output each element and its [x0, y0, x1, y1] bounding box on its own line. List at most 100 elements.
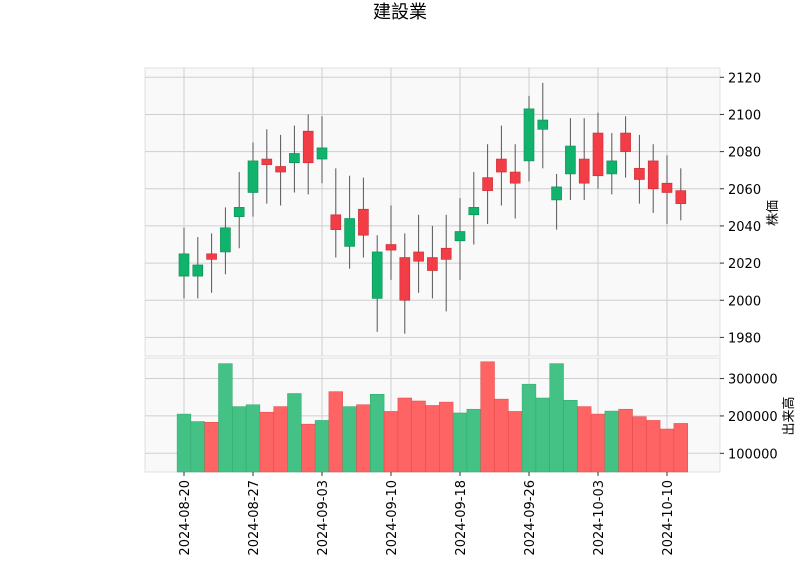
candle-body [565, 145, 576, 175]
price-tick-label: 2000 [728, 294, 761, 309]
volume-bar [342, 406, 357, 473]
candle-body [413, 251, 424, 262]
candle-body [634, 168, 645, 180]
volume-bar [452, 412, 468, 473]
price-axis-label: 株価 [766, 200, 781, 226]
volume-bar [397, 397, 412, 473]
price-plot-area [144, 67, 721, 357]
price-tick-label: 2020 [728, 257, 761, 272]
price-tick-label: 2080 [728, 146, 761, 161]
x-tick-label: 2024-08-27 [247, 480, 262, 556]
candle-body [289, 153, 300, 164]
price-panel: 1980 2000 2020 2040 2060 2080 2100 2120 [144, 67, 761, 357]
volume-bar [618, 408, 633, 473]
candle-body [316, 147, 328, 160]
candle-body [537, 119, 549, 130]
volume-bar [328, 391, 343, 473]
candle-body [344, 218, 355, 247]
candle-body [206, 253, 217, 260]
volume-bar [204, 422, 219, 473]
candle-body [371, 251, 383, 299]
candle-body [661, 182, 673, 193]
candle-body [302, 130, 314, 164]
volume-bar [549, 363, 564, 473]
x-tick-label: 2024-10-10 [661, 480, 676, 556]
candle-body [358, 208, 369, 236]
volume-tick-label: 200000 [728, 410, 778, 425]
chart-title: 建設業 [373, 2, 427, 23]
candle-body [551, 186, 562, 201]
candle-body [385, 244, 397, 251]
candle-body [606, 160, 618, 175]
volume-bar [480, 361, 495, 473]
candle-body [247, 160, 259, 193]
volume-bar [232, 406, 247, 473]
candle-body [647, 160, 659, 190]
volume-bar [287, 393, 302, 473]
volume-bar [466, 408, 481, 473]
volume-panel: 100000 200000 300000 [144, 357, 778, 473]
volume-bar [590, 413, 606, 473]
price-tick-label: 2100 [728, 108, 761, 123]
candle-body [482, 177, 493, 191]
volume-bar [301, 423, 316, 473]
volume-bar [535, 397, 550, 473]
volume-bar [176, 413, 192, 473]
x-axis: 2024-08-20 2024-08-27 2024-09-03 2024-09-10… [178, 472, 676, 556]
volume-bar [356, 404, 371, 473]
volume-bar [494, 398, 509, 473]
volume-bar [659, 428, 675, 473]
x-tick-label: 2024-09-10 [385, 480, 400, 556]
volume-bar [259, 411, 274, 473]
volume-bar [370, 394, 385, 473]
volume-bar [632, 416, 647, 473]
price-tick-label: 2040 [728, 220, 761, 235]
volume-bar [314, 420, 330, 473]
volume-bar [190, 421, 205, 473]
volume-bar [646, 420, 661, 473]
volume-bar [245, 404, 261, 473]
candle-body [675, 190, 687, 204]
volume-bar [273, 406, 288, 473]
x-tick-label: 2024-09-18 [454, 480, 469, 556]
x-tick-label: 2024-09-03 [316, 480, 331, 556]
candle-body [454, 231, 466, 242]
volume-bar [411, 400, 426, 473]
candle-body [427, 257, 438, 271]
volume-bar [439, 401, 454, 473]
volume-bar [563, 399, 578, 473]
volume-bar [577, 406, 592, 473]
volume-bar [521, 383, 537, 473]
price-tick-label: 2120 [728, 71, 761, 86]
candle-body [261, 158, 273, 165]
candle-body [592, 132, 604, 177]
x-tick-label: 2024-10-03 [592, 480, 607, 556]
volume-tick-label: 100000 [728, 447, 778, 462]
candle-body [523, 108, 535, 162]
volume-bar [383, 411, 399, 473]
volume-bar [673, 423, 688, 473]
price-tick-label: 1980 [728, 331, 761, 346]
price-tick-label: 2060 [728, 183, 761, 198]
candle-body [578, 158, 590, 184]
candle-body [275, 166, 286, 173]
candle-body [496, 158, 507, 173]
volume-axis-label: 出来高 [781, 396, 797, 435]
x-tick-label: 2024-08-20 [178, 480, 193, 556]
volume-bar [508, 411, 523, 473]
volume-bar [604, 410, 619, 473]
x-tick-label: 2024-09-26 [523, 480, 538, 556]
volume-bar [425, 405, 440, 473]
candle-body [440, 247, 452, 260]
candle-body [620, 132, 631, 152]
candle-body [233, 207, 245, 217]
candle-body [330, 214, 342, 230]
candle-body [509, 171, 521, 184]
candle-body [399, 257, 411, 301]
candle-body [192, 264, 204, 277]
candle-body [468, 207, 480, 216]
candle-body [220, 227, 231, 253]
candle-body [178, 253, 190, 277]
volume-bar [218, 363, 233, 473]
